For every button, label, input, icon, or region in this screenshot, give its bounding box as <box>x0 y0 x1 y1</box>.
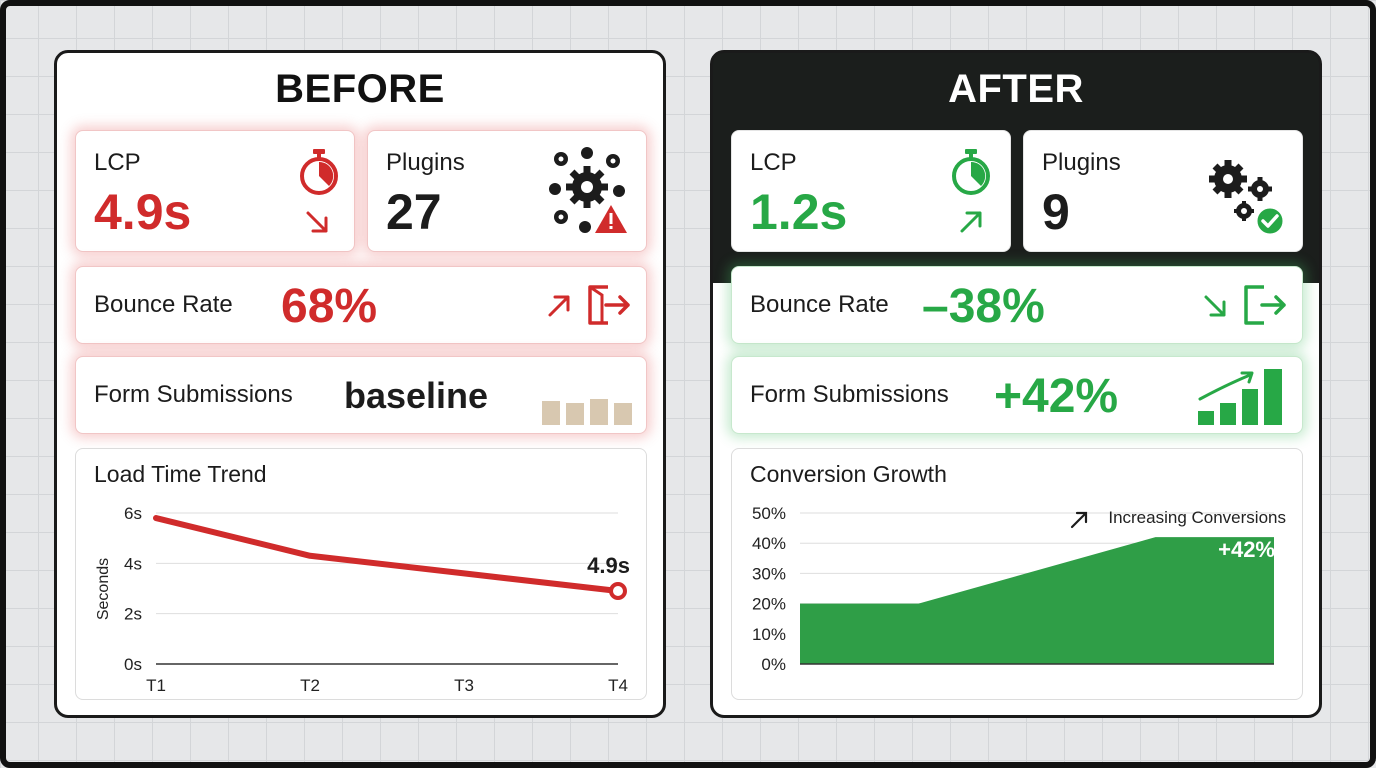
y-tick-label: 4s <box>124 554 142 573</box>
end-point <box>609 582 627 601</box>
arrow-down-right-icon <box>1204 295 1226 317</box>
growth-bars-icon <box>1198 369 1282 425</box>
arrow-up-right-icon <box>1070 511 1088 529</box>
y-tick-label: 10% <box>752 625 786 644</box>
before-title: BEFORE <box>275 67 445 111</box>
y-tick-label: 6s <box>124 504 142 523</box>
y-tick-label: 0% <box>761 655 786 674</box>
after-lcp-card: LCP 1.2s <box>731 130 1011 252</box>
bounce-value: –38% <box>922 280 1045 333</box>
end-value-label: 4.9s <box>587 553 630 578</box>
y-tick-label: 50% <box>752 504 786 523</box>
load-time-chart-card: Load Time Trend 0s 2s 4s 6s T1 T2 T3 T4 Seconds 4… <box>75 448 647 700</box>
arrow-down-right-icon <box>306 211 328 233</box>
forms-label: Form Submissions <box>94 381 293 408</box>
lcp-value: 4.9s <box>94 184 192 240</box>
x-tick-label: T4 <box>608 676 628 695</box>
forms-value: baseline <box>344 375 489 416</box>
conversion-area <box>800 537 1274 664</box>
before-bounce-card: Bounce Rate 68% <box>75 266 647 344</box>
plugins-value: 27 <box>386 184 442 240</box>
stopwatch-icon <box>300 149 338 195</box>
x-tick-label: T3 <box>454 676 474 695</box>
bar-chart-icon <box>542 399 632 425</box>
conversion-area-chart: 0% 10% 20% 30% 40% 50% Increasing Conversions +… <box>752 504 1286 674</box>
before-lcp-card: LCP 4.9s <box>75 130 355 252</box>
forms-value: +42% <box>994 370 1119 423</box>
bounce-label: Bounce Rate <box>94 291 233 318</box>
bounce-label: Bounce Rate <box>750 291 889 318</box>
annotation-label: Increasing Conversions <box>1108 508 1286 527</box>
load-time-series-line <box>153 515 621 595</box>
lcp-value: 1.2s <box>750 184 848 240</box>
before-panel: BEFORE LCP 4.9s Plugins 27 <box>54 50 666 718</box>
plugins-label: Plugins <box>386 149 465 176</box>
y-tick-label: 0s <box>124 655 142 674</box>
before-forms-card: Form Submissions baseline <box>75 356 647 434</box>
y-axis-label: Seconds <box>95 558 112 620</box>
bounce-value: 68% <box>281 280 378 333</box>
load-time-line-chart: 0s 2s 4s 6s T1 T2 T3 T4 Seconds 4.9s <box>95 504 630 695</box>
arrow-up-right-icon <box>548 295 570 317</box>
x-tick-label: T2 <box>300 676 320 695</box>
conversion-chart-card: Conversion Growth 0% 10% 20% 30% 40% 50% Incre… <box>731 448 1303 700</box>
y-tick-label: 30% <box>752 564 786 583</box>
gears-check-icon <box>1209 160 1286 237</box>
lcp-label: LCP <box>94 149 141 176</box>
before-plugins-card: Plugins 27 <box>367 130 647 252</box>
after-forms-card: Form Submissions +42% <box>731 356 1303 434</box>
y-tick-label: 20% <box>752 595 786 614</box>
after-bounce-card: Bounce Rate –38% <box>731 266 1303 344</box>
y-tick-label: 2s <box>124 605 142 624</box>
after-panel: AFTER LCP 1.2s Plugins 9 <box>710 50 1322 718</box>
y-tick-label: 40% <box>752 534 786 553</box>
forms-label: Form Submissions <box>750 381 949 408</box>
end-value-label: +42% <box>1218 537 1275 562</box>
stopwatch-icon <box>952 149 990 195</box>
exit-icon <box>1244 285 1286 325</box>
after-plugins-card: Plugins 9 <box>1023 130 1303 252</box>
lcp-label: LCP <box>750 149 797 176</box>
gears-warning-icon <box>549 147 627 233</box>
plugins-label: Plugins <box>1042 149 1121 176</box>
plugins-value: 9 <box>1042 184 1070 240</box>
exit-icon <box>588 285 630 325</box>
after-title: AFTER <box>948 67 1084 111</box>
arrow-up-right-icon <box>960 211 982 233</box>
chart-title: Load Time Trend <box>94 461 267 487</box>
x-tick-label: T1 <box>146 676 166 695</box>
chart-title: Conversion Growth <box>750 461 947 487</box>
